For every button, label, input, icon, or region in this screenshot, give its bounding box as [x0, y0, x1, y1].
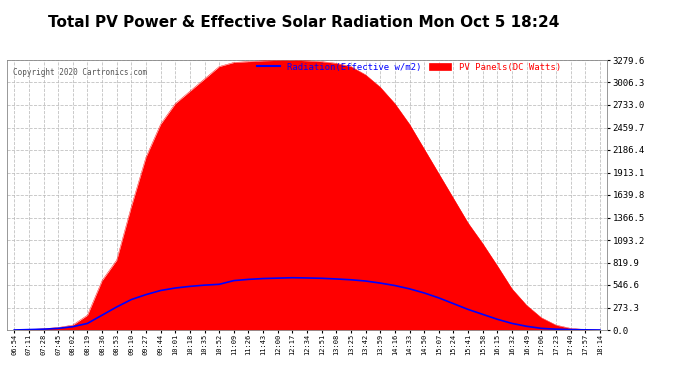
Legend: Radiation(Effective w/m2), PV Panels(DC Watts): Radiation(Effective w/m2), PV Panels(DC …	[254, 59, 564, 75]
Text: Total PV Power & Effective Solar Radiation Mon Oct 5 18:24: Total PV Power & Effective Solar Radiati…	[48, 15, 560, 30]
Text: Copyright 2020 Cartronics.com: Copyright 2020 Cartronics.com	[13, 68, 147, 77]
